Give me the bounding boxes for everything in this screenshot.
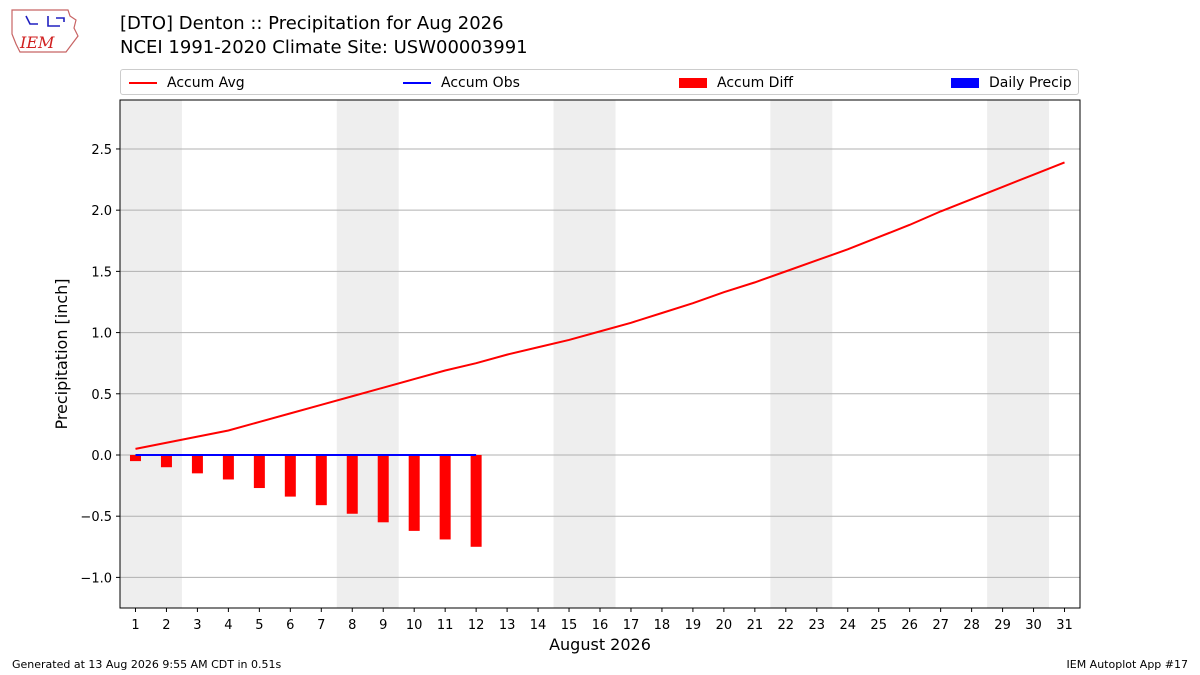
legend-item-accum-obs: Accum Obs xyxy=(403,74,520,92)
x-tick-label: 7 xyxy=(317,618,325,633)
x-tick-label: 26 xyxy=(901,618,918,633)
x-tick-label: 16 xyxy=(592,618,609,633)
accum-diff-bar xyxy=(377,454,389,523)
weekend-shade xyxy=(987,100,1050,608)
y-axis-label: Precipitation [inch] xyxy=(52,278,71,429)
legend-swatch xyxy=(679,78,707,88)
x-tick-label: 12 xyxy=(468,618,485,633)
accum-diff-bar xyxy=(284,454,296,497)
accum-diff-bar xyxy=(222,454,234,480)
y-tick-label: 2.0 xyxy=(91,204,112,219)
accum-diff-bar xyxy=(160,454,172,468)
legend-swatch xyxy=(403,82,431,84)
legend-swatch xyxy=(129,82,157,84)
x-tick-label: 24 xyxy=(839,618,856,633)
y-tick-label: 2.5 xyxy=(91,143,112,158)
x-tick-label: 4 xyxy=(224,618,232,633)
weekend-shade xyxy=(770,100,833,608)
x-tick-label: 23 xyxy=(809,618,826,633)
legend-item-daily-precip: Daily Precip xyxy=(951,74,1072,92)
x-tick-label: 28 xyxy=(963,618,980,633)
x-tick-label: 20 xyxy=(716,618,733,633)
x-tick-label: 14 xyxy=(530,618,547,633)
x-tick-label: 13 xyxy=(499,618,516,633)
chart-subtitle: NCEI 1991-2020 Climate Site: USW00003991 xyxy=(120,37,528,58)
iem-logo: IEM xyxy=(11,9,79,53)
accum-diff-bar xyxy=(346,454,358,514)
x-tick-label: 5 xyxy=(255,618,263,633)
weekend-shade xyxy=(336,100,399,608)
y-tick-label: 1.0 xyxy=(91,327,112,342)
x-tick-label: 6 xyxy=(286,618,294,633)
x-tick-label: 9 xyxy=(379,618,387,633)
x-axis-label: August 2026 xyxy=(549,635,651,654)
x-tick-label: 30 xyxy=(1025,618,1042,633)
accum-diff-bar xyxy=(129,454,141,462)
x-tick-label: 8 xyxy=(348,618,356,633)
x-tick-label: 25 xyxy=(870,618,887,633)
legend-label: Accum Diff xyxy=(717,75,794,91)
legend-label: Accum Obs xyxy=(441,75,520,91)
accum-avg-line xyxy=(135,161,1065,450)
x-tick-label: 22 xyxy=(778,618,795,633)
legend: Accum Avg Accum Obs Accum Diff Daily Precip xyxy=(120,69,1079,95)
x-tick-label: 11 xyxy=(437,618,454,633)
x-tick-label: 18 xyxy=(654,618,671,633)
x-tick-label: 1 xyxy=(131,618,139,633)
accum-diff-bar xyxy=(408,454,420,531)
x-tick-label: 2 xyxy=(162,618,170,633)
weather-station-icon xyxy=(25,15,65,27)
y-tick-label: 1.5 xyxy=(91,265,112,280)
footer-generated-text: Generated at 13 Aug 2026 9:55 AM CDT in … xyxy=(12,658,282,671)
legend-item-accum-diff: Accum Diff xyxy=(679,74,793,92)
logo-text: IEM xyxy=(19,33,55,52)
weekend-shade xyxy=(553,100,616,608)
x-tick-label: 15 xyxy=(561,618,578,633)
x-tick-label: 27 xyxy=(932,618,949,633)
y-tick-label: −1.0 xyxy=(80,571,112,586)
legend-swatch xyxy=(951,78,979,88)
accum-diff-bar xyxy=(191,454,203,474)
weekend-shade xyxy=(120,100,182,608)
x-tick-label: 17 xyxy=(623,618,640,633)
accum-diff-bar xyxy=(253,454,265,489)
y-tick-label: 0.5 xyxy=(91,388,112,403)
y-tick-label: 0.0 xyxy=(91,449,112,464)
footer-app-label: IEM Autoplot App #17 xyxy=(1066,658,1189,671)
x-tick-label: 21 xyxy=(747,618,764,633)
x-tick-label: 29 xyxy=(994,618,1011,633)
accum-diff-bar xyxy=(315,454,327,506)
legend-label: Daily Precip xyxy=(989,75,1072,91)
x-tick-label: 31 xyxy=(1056,618,1073,633)
x-tick-label: 3 xyxy=(193,618,201,633)
chart-title: [DTO] Denton :: Precipitation for Aug 20… xyxy=(120,13,504,34)
accum-diff-bar xyxy=(470,454,482,547)
legend-item-accum-avg: Accum Avg xyxy=(129,74,245,92)
x-tick-label: 10 xyxy=(406,618,423,633)
accum-diff-bar xyxy=(439,454,451,540)
x-tick-label: 19 xyxy=(685,618,702,633)
y-tick-label: −0.5 xyxy=(80,510,112,525)
legend-label: Accum Avg xyxy=(167,75,245,91)
